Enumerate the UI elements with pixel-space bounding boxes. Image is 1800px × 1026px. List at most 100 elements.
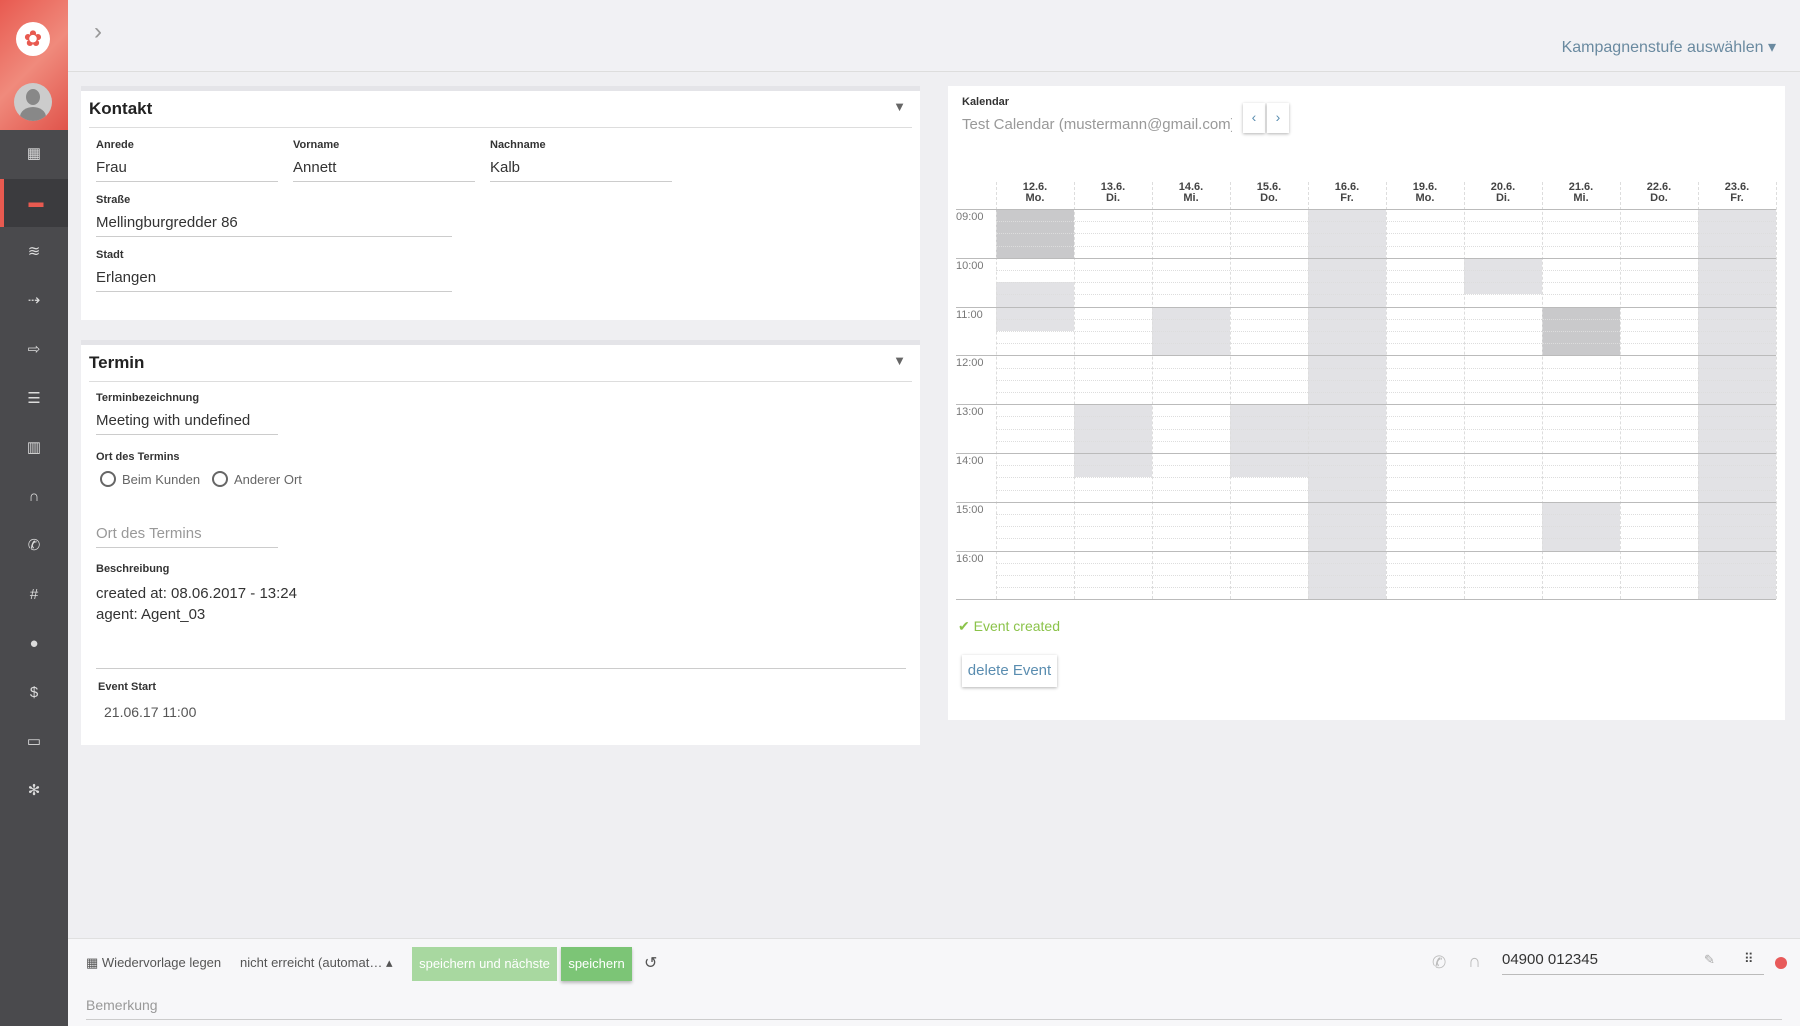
sidebar-item[interactable]: ▬ — [0, 179, 68, 227]
vorname-field[interactable]: Annett — [293, 159, 475, 182]
sidebar-item[interactable]: ✆ — [0, 522, 68, 570]
chat-icon: ▭ — [26, 733, 42, 750]
bottom-bar: ▦ Wiedervorlage legen nicht erreicht (au… — [68, 938, 1800, 1026]
save-next-button[interactable]: speichern und nächste — [412, 947, 557, 981]
sidebar-item[interactable]: ▭ — [0, 718, 68, 766]
gear-icon: ✻ — [27, 782, 41, 799]
mute-icon[interactable]: ✎ — [1704, 952, 1715, 967]
time-gridline — [996, 367, 1776, 369]
time-gridline — [996, 331, 1776, 332]
logo-area: ✿ — [0, 0, 68, 130]
dialpad-icon[interactable]: ⠿ — [1744, 951, 1754, 966]
anrede-label: Anrede — [96, 139, 134, 151]
panel-title: Kontakt — [89, 99, 153, 118]
time-gridline — [996, 477, 1776, 479]
sidebar-item[interactable]: ● — [0, 620, 68, 668]
busy-block — [1074, 404, 1152, 478]
time-gridline — [996, 270, 1776, 271]
day-header: 23.6. Fr. — [1698, 182, 1776, 204]
day-header: 22.6. Do. — [1620, 182, 1698, 204]
strasse-field[interactable]: Mellingburgredder 86 — [96, 214, 452, 237]
panel-title: Termin — [89, 353, 145, 372]
event-start-label: Event Start — [98, 681, 157, 693]
time-label: 11:00 — [956, 308, 983, 321]
next-week-button[interactable]: › — [1267, 103, 1289, 133]
day-header-text: 14.6. — [1178, 181, 1204, 193]
status-select[interactable]: nicht erreicht (automat… ▴ — [240, 955, 393, 971]
day-header-text: 13.6. — [1100, 181, 1126, 193]
calendar-select[interactable]: Test Calendar (mustermann@gmail.com) — [962, 116, 1232, 133]
sidebar-item[interactable]: # — [0, 571, 68, 619]
time-gridline — [996, 489, 1776, 491]
sidebar-item[interactable]: ▦ — [0, 130, 68, 178]
hangup-icon[interactable]: ∩ — [1468, 951, 1481, 971]
sidebar-item[interactable]: ▥ — [0, 424, 68, 472]
radio-anderer-ort[interactable]: Anderer Ort — [212, 471, 302, 487]
sidebar-item[interactable]: ∩ — [0, 473, 68, 521]
phone-number-input[interactable]: 04900 012345 — [1502, 951, 1764, 975]
column-divider — [1776, 182, 1777, 600]
user-icon: ● — [29, 635, 39, 652]
day-header-text: 15.6. — [1256, 181, 1282, 193]
anrede-field[interactable]: Frau — [96, 159, 278, 182]
time-gridline — [956, 306, 1776, 308]
time-label: 14:00 — [956, 455, 984, 467]
time-gridline — [996, 562, 1776, 564]
time-gridline — [956, 257, 1776, 259]
sidebar-item[interactable]: ☰ — [0, 375, 68, 423]
beschreibung-textarea[interactable]: created at: 08.06.2017 - 13:24 agent: Age… — [96, 583, 906, 669]
prev-week-button[interactable]: ‹ — [1243, 103, 1265, 133]
app-logo[interactable]: ✿ — [16, 22, 50, 56]
termin-panel: Termin ▼ Terminbezeichnung Meeting with … — [81, 340, 920, 745]
chevron-down-icon[interactable]: ▼ — [893, 99, 906, 114]
chevron-down-icon[interactable]: ▼ — [893, 353, 906, 368]
sidebar-item[interactable]: $ — [0, 669, 68, 717]
time-label: 10:00 — [956, 259, 984, 272]
event-start-value: 21.06.17 11:00 — [104, 704, 197, 720]
phone-icon: ✆ — [27, 537, 41, 554]
busy-block — [1542, 306, 1620, 356]
stadt-field[interactable]: Erlangen — [96, 269, 452, 292]
sidebar-item[interactable]: ⇢ — [0, 277, 68, 325]
save-button[interactable]: speichern — [561, 947, 632, 981]
sidebar: ✿ ▦ ▬ ≋ ⇢ ⇨ ☰ ▥ ∩ ✆ # ● $ ▭ ✻ — [0, 0, 68, 1026]
terminbezeichnung-field[interactable]: Meeting with undefined — [96, 412, 278, 435]
topbar: › Kampagnenstufe auswählen ▾ — [68, 0, 1800, 72]
time-gridline — [956, 453, 1776, 454]
calendar-grid[interactable]: 12.6. Mo. 13.6. Di. 14.6. Mi. 15.6. Do. 16.6. Fr.… — [956, 182, 1778, 612]
time-gridline — [996, 428, 1776, 430]
time-gridline — [956, 599, 1776, 601]
kontakt-panel: Kontakt ▼ Anrede Frau Vorname Annett Nac… — [81, 86, 920, 320]
chevron-right-icon[interactable]: › — [94, 18, 102, 45]
sidebar-item[interactable]: ✻ — [0, 767, 68, 815]
radio-beim-kunden[interactable]: Beim Kunden — [100, 471, 200, 487]
day-header-text: Fr. — [1730, 192, 1744, 204]
time-gridline — [996, 392, 1776, 393]
wiedervorlage-button[interactable]: ▦ Wiedervorlage legen — [86, 955, 221, 971]
caret-up-icon: ▴ — [385, 955, 393, 970]
time-gridline — [996, 233, 1776, 235]
time-label: 13:00 — [956, 406, 984, 419]
radio-icon[interactable] — [212, 471, 228, 487]
time-gridline — [996, 465, 1776, 467]
calendar-icon: ▦ — [86, 955, 102, 970]
sidebar-item[interactable]: ≋ — [0, 228, 68, 276]
sidebar-item[interactable]: ⇨ — [0, 326, 68, 374]
column-divider — [1464, 182, 1465, 600]
ort-label: Ort des Termins — [96, 451, 180, 463]
time-gridline — [996, 575, 1776, 576]
bemerkung-input[interactable]: Bemerkung — [86, 997, 1782, 1020]
phone-icon[interactable]: ✆ — [1432, 953, 1447, 972]
time-gridline — [956, 209, 1776, 210]
day-header-text: 23.6. — [1724, 181, 1750, 193]
database-import-icon: ⇢ — [27, 292, 41, 309]
nachname-field[interactable]: Kalb — [490, 159, 672, 182]
campaign-stage-select[interactable]: Kampagnenstufe auswählen ▾ — [1561, 39, 1776, 56]
delete-event-button[interactable]: delete Event — [962, 655, 1057, 687]
radio-icon[interactable] — [100, 471, 116, 487]
time-gridline — [956, 355, 1776, 357]
avatar[interactable] — [14, 83, 52, 121]
reset-icon[interactable]: ↺ — [644, 955, 658, 972]
ort-input[interactable]: Ort des Termins — [96, 525, 278, 548]
busy-block — [1464, 257, 1542, 295]
